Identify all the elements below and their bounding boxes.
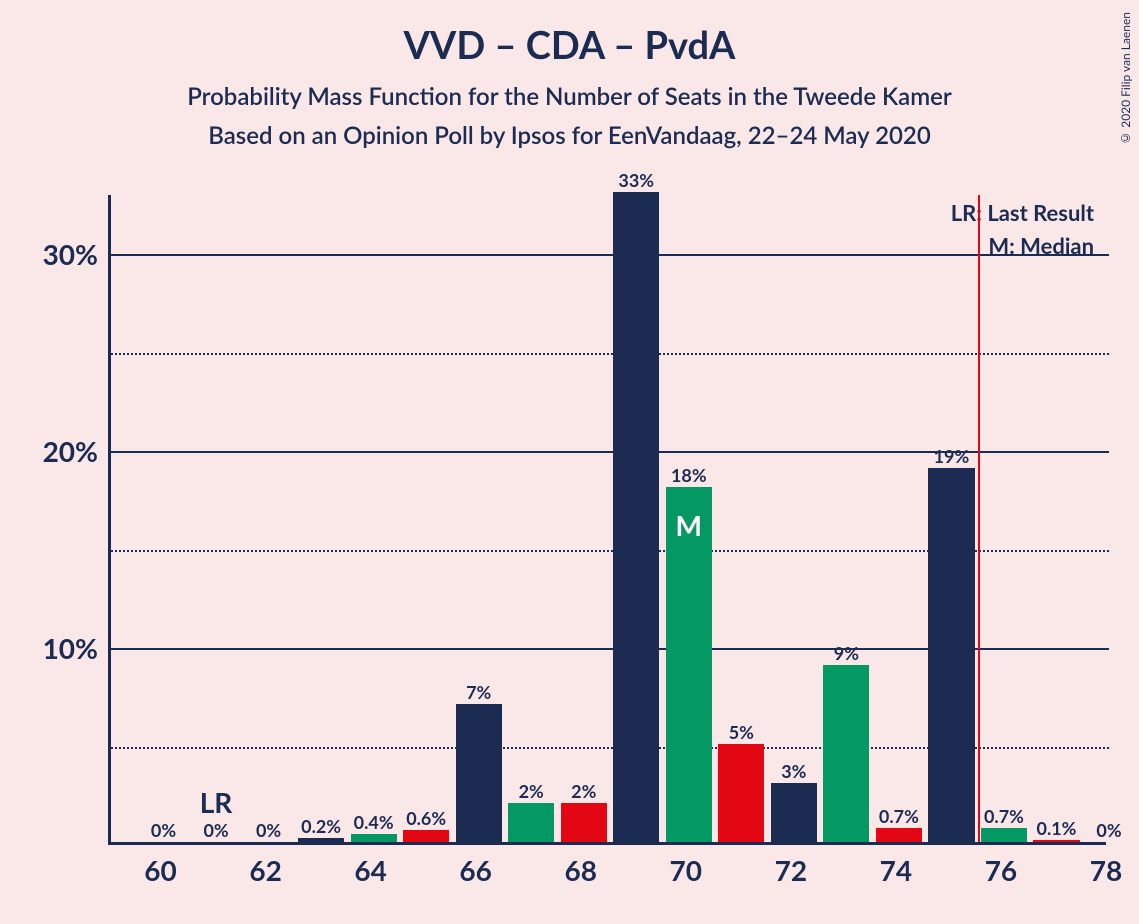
bar-value-label: 0.7%	[879, 805, 919, 827]
bar	[718, 744, 764, 842]
x-axis-label: 72	[775, 853, 807, 887]
y-axis-label: 20%	[8, 434, 98, 468]
bar	[298, 838, 344, 842]
last-result-line	[978, 195, 980, 842]
bar-value-label: 0%	[151, 819, 176, 841]
bar	[771, 783, 817, 842]
y-axis-label: 30%	[8, 237, 98, 271]
bar-value-label: 2%	[519, 780, 544, 802]
bar-value-label: 0%	[256, 819, 281, 841]
bar-value-label: 0.6%	[406, 807, 446, 829]
bar	[508, 803, 554, 842]
chart-titles: VVD – CDA – PvdA Probability Mass Functi…	[0, 0, 1139, 150]
bar-value-label: 0.7%	[984, 805, 1024, 827]
x-axis-label: 74	[880, 853, 912, 887]
plot-area: LR: Last Result M: Median 0%0%0%0.2%0.4%…	[108, 195, 1106, 845]
bar-value-label: 0.1%	[1037, 817, 1077, 839]
bar-value-label: 0%	[203, 819, 228, 841]
pmf-chart: LR: Last Result M: Median 0%0%0%0.2%0.4%…	[108, 195, 1106, 845]
legend-lr: LR: Last Result	[951, 199, 1094, 226]
bar-value-label: 0.2%	[301, 815, 341, 837]
bar-value-label: 9%	[834, 642, 859, 664]
bar-value-label: 33%	[618, 169, 654, 191]
bar	[823, 665, 869, 842]
bar	[876, 828, 922, 842]
bar	[403, 830, 449, 842]
x-axis-label: 76	[985, 853, 1017, 887]
x-axis-label: 60	[144, 853, 176, 887]
gridline-major	[111, 254, 1109, 256]
median-marker: M	[676, 508, 702, 542]
copyright-text: © 2020 Filip van Laenen	[1118, 12, 1133, 146]
bar-value-label: 0%	[1096, 819, 1121, 841]
bar	[351, 834, 397, 842]
bar-value-label: 5%	[729, 721, 754, 743]
lr-marker: LR	[200, 785, 233, 819]
x-axis-label: 70	[670, 853, 702, 887]
bar-value-label: 7%	[466, 681, 491, 703]
bar	[981, 828, 1027, 842]
gridline-minor	[111, 353, 1109, 355]
bar	[928, 468, 974, 842]
bar-value-label: 2%	[571, 780, 596, 802]
bar-value-label: 3%	[781, 760, 806, 782]
chart-subtitle-2: Based on an Opinion Poll by Ipsos for Ee…	[0, 121, 1139, 150]
x-axis-label: 62	[249, 853, 281, 887]
bar	[613, 192, 659, 842]
x-axis-label: 66	[459, 853, 491, 887]
y-axis-label: 10%	[8, 631, 98, 665]
x-axis-label: 78	[1090, 853, 1122, 887]
bar	[1033, 840, 1079, 842]
bar	[456, 704, 502, 842]
bar	[561, 803, 607, 842]
chart-title: VVD – CDA – PvdA	[0, 22, 1139, 68]
bar-value-label: 19%	[934, 445, 970, 467]
x-axis-label: 64	[354, 853, 386, 887]
chart-subtitle-1: Probability Mass Function for the Number…	[0, 82, 1139, 111]
bar-value-label: 18%	[671, 464, 707, 486]
bar-value-label: 0.4%	[354, 811, 394, 833]
x-axis-label: 68	[564, 853, 596, 887]
